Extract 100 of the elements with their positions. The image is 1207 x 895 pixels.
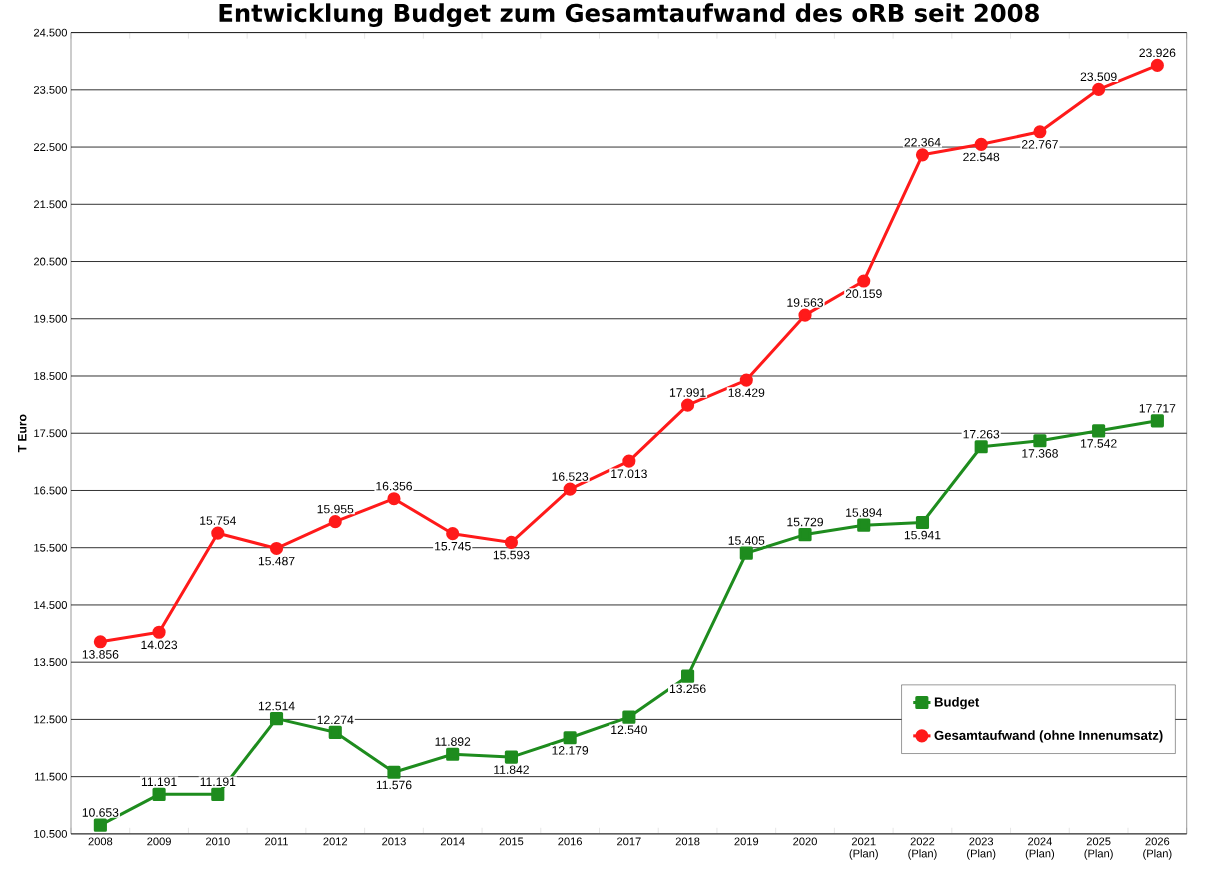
y-tick-label: 19.500 <box>34 314 67 323</box>
data-label: 17.368 <box>1022 449 1058 458</box>
data-label: 17.991 <box>669 388 706 397</box>
x-tick-label: 2013 <box>382 837 406 846</box>
y-tick-label: 10.500 <box>34 830 67 838</box>
x-tick-label: 2018 <box>675 837 700 846</box>
point <box>681 669 695 683</box>
x-tick-label: 2021 (Plan) <box>849 837 878 860</box>
point <box>563 482 577 496</box>
point <box>1033 434 1047 448</box>
data-label: 20.159 <box>845 289 882 299</box>
data-label: 12.274 <box>317 715 354 725</box>
data-label: 13.256 <box>669 684 706 694</box>
data-label: 12.540 <box>611 725 647 735</box>
point <box>328 515 342 529</box>
data-label: 11.191 <box>141 777 177 787</box>
point <box>563 731 577 745</box>
x-tick-label: 2017 <box>617 837 641 846</box>
point <box>739 373 753 387</box>
data-label: 15.487 <box>258 556 295 566</box>
y-tick-label: 15.500 <box>34 543 67 552</box>
point <box>93 635 107 649</box>
point <box>211 526 225 540</box>
data-label: 17.717 <box>1139 404 1176 413</box>
data-label: 15.754 <box>200 516 236 525</box>
data-label: 15.729 <box>787 517 823 527</box>
x-tick-label: 2025 (Plan) <box>1084 837 1113 860</box>
point <box>504 750 518 764</box>
y-tick-label: 20.500 <box>33 257 67 266</box>
data-label: 15.955 <box>317 504 354 514</box>
data-label: 18.429 <box>728 388 765 398</box>
data-label: 17.542 <box>1081 439 1117 448</box>
y-tick-label: 17.500 <box>34 429 67 438</box>
point <box>446 527 460 541</box>
point <box>269 542 284 556</box>
data-label: 22.767 <box>1021 140 1058 149</box>
data-label: 23.926 <box>1139 48 1176 58</box>
x-tick-label: 2024 (Plan) <box>1025 837 1055 860</box>
y-tick-label: 13.500 <box>34 658 67 667</box>
data-label: 19.563 <box>787 298 824 307</box>
data-label: 13.856 <box>82 650 119 659</box>
point <box>622 710 636 724</box>
data-label: 15.894 <box>846 508 882 517</box>
point <box>1092 82 1106 97</box>
data-label: 17.013 <box>611 469 647 479</box>
data-label: 12.179 <box>552 746 589 755</box>
y-tick-label: 11.500 <box>35 772 67 781</box>
data-label: 15.941 <box>904 530 941 540</box>
point <box>211 787 225 802</box>
x-tick-label: 2015 <box>499 837 524 846</box>
legend-label: Budget <box>934 697 980 710</box>
point <box>622 454 636 468</box>
point <box>857 274 871 288</box>
point <box>1150 58 1164 73</box>
data-label: 14.023 <box>141 640 178 650</box>
data-label: 11.842 <box>494 765 529 775</box>
data-label: 10.653 <box>82 808 119 817</box>
y-tick-label: 14.500 <box>34 601 67 609</box>
point <box>1033 125 1047 139</box>
data-label: 16.356 <box>376 481 412 491</box>
point <box>974 137 988 152</box>
point <box>387 492 401 506</box>
x-tick-label: 2012 <box>323 837 348 846</box>
point <box>93 818 107 832</box>
y-tick-label: 12.500 <box>34 715 67 724</box>
x-tick-label: 2020 <box>793 837 817 846</box>
x-tick-label: 2011 <box>265 837 288 846</box>
x-tick-label: 2014 <box>440 837 465 846</box>
x-tick-label: 2016 <box>558 837 583 846</box>
point <box>915 516 930 530</box>
point <box>152 625 166 639</box>
x-tick-label: 2008 <box>88 837 113 846</box>
data-label: 15.745 <box>435 542 471 551</box>
point <box>328 725 342 740</box>
point <box>152 787 166 802</box>
point <box>857 518 871 532</box>
data-label: 11.892 <box>435 737 471 747</box>
data-label: 17.263 <box>963 430 1000 439</box>
y-tick-label: 16.500 <box>34 486 67 495</box>
x-tick-label: 2009 <box>147 837 171 846</box>
point <box>915 148 930 162</box>
point <box>387 765 401 779</box>
legend-label: Gesamtaufwand (ohne Innenumsatz) <box>934 730 1163 743</box>
y-tick-label: 18.500 <box>34 372 67 381</box>
data-label: 23.509 <box>1080 72 1117 82</box>
point <box>681 398 695 412</box>
x-tick-label: 2019 <box>734 837 759 846</box>
point <box>1150 414 1164 428</box>
point <box>974 440 988 454</box>
data-label: 15.593 <box>493 550 530 560</box>
point <box>798 308 812 322</box>
data-label: 16.523 <box>552 472 589 481</box>
data-label: 11.576 <box>376 780 412 790</box>
point <box>269 712 284 726</box>
point <box>504 535 518 550</box>
chart-title: Entwicklung Budget zum Gesamtaufwand des oRB seit 2008 <box>219 3 1039 28</box>
y-axis-title: T Euro <box>18 414 27 453</box>
data-label: 12.514 <box>258 701 295 711</box>
x-tick-label: 2022 (Plan) <box>908 837 937 860</box>
y-tick-label: 21.500 <box>33 200 67 209</box>
